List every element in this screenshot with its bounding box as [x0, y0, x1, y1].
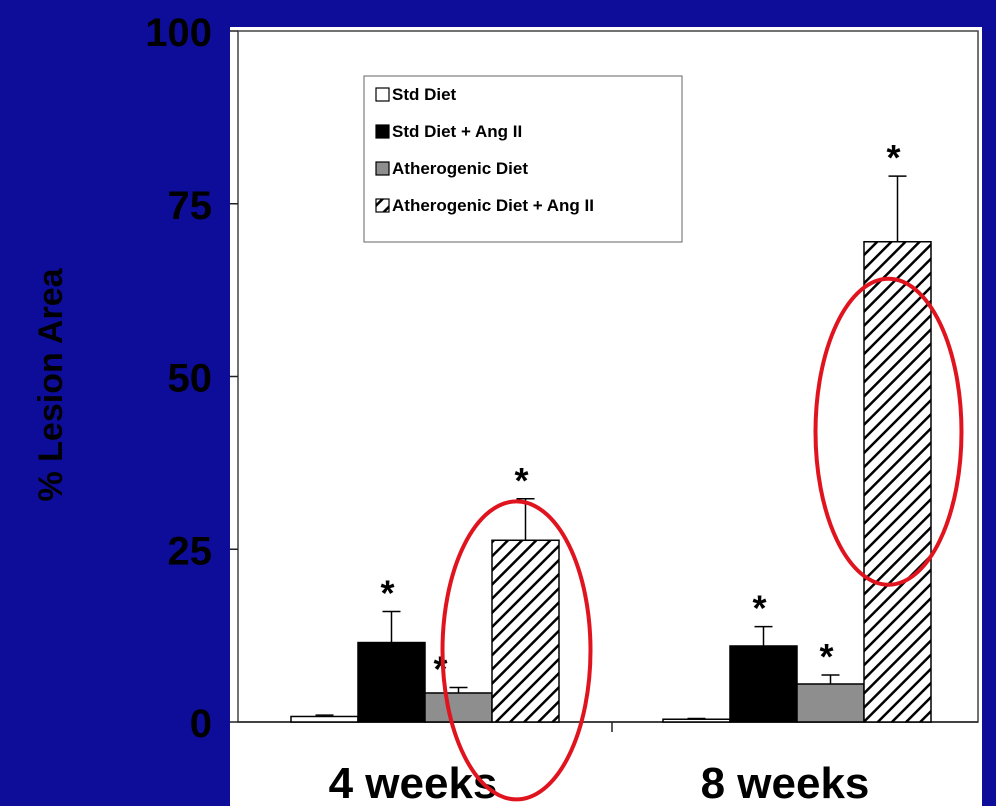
legend: Std Diet Std Diet + Ang II Atherogenic Die…	[363, 75, 683, 243]
y-axis-label: % Lesion Area	[32, 267, 70, 501]
y-tick-label: 100	[145, 11, 212, 55]
bar	[357, 641, 426, 723]
legend-swatch	[375, 161, 390, 176]
bar	[662, 718, 731, 723]
legend-label: Std Diet	[392, 85, 457, 104]
x-tick-label: 8 weeks	[701, 759, 870, 806]
bar	[424, 692, 493, 723]
significance-marker: *	[886, 137, 900, 178]
bar	[729, 645, 798, 723]
significance-marker: *	[514, 460, 528, 501]
legend-swatch	[375, 198, 390, 213]
y-axis-ticks: 0 25 50 75 100	[145, 11, 238, 746]
bar	[863, 241, 932, 723]
bar	[796, 683, 865, 723]
significance-marker: *	[819, 636, 833, 677]
legend-label: Atherogenic Diet + Ang II	[392, 196, 594, 215]
y-tick-label: 25	[168, 529, 213, 573]
legend-swatch	[375, 87, 390, 102]
y-tick-label: 0	[190, 702, 212, 746]
significance-marker: *	[752, 588, 766, 629]
highlight-ellipse	[440, 499, 593, 802]
bar	[290, 715, 359, 723]
y-tick-label: 50	[168, 357, 213, 401]
legend-label: Std Diet + Ang II	[392, 122, 522, 141]
highlight-annotations	[440, 276, 964, 802]
legend-box	[363, 75, 683, 243]
bar-series: ******	[290, 137, 932, 723]
y-tick-label: 75	[168, 184, 213, 228]
legend-swatch	[375, 124, 390, 139]
legend-label: Atherogenic Diet	[392, 159, 528, 178]
significance-marker: *	[380, 572, 394, 613]
highlight-ellipse	[813, 276, 964, 587]
bar	[491, 539, 560, 723]
